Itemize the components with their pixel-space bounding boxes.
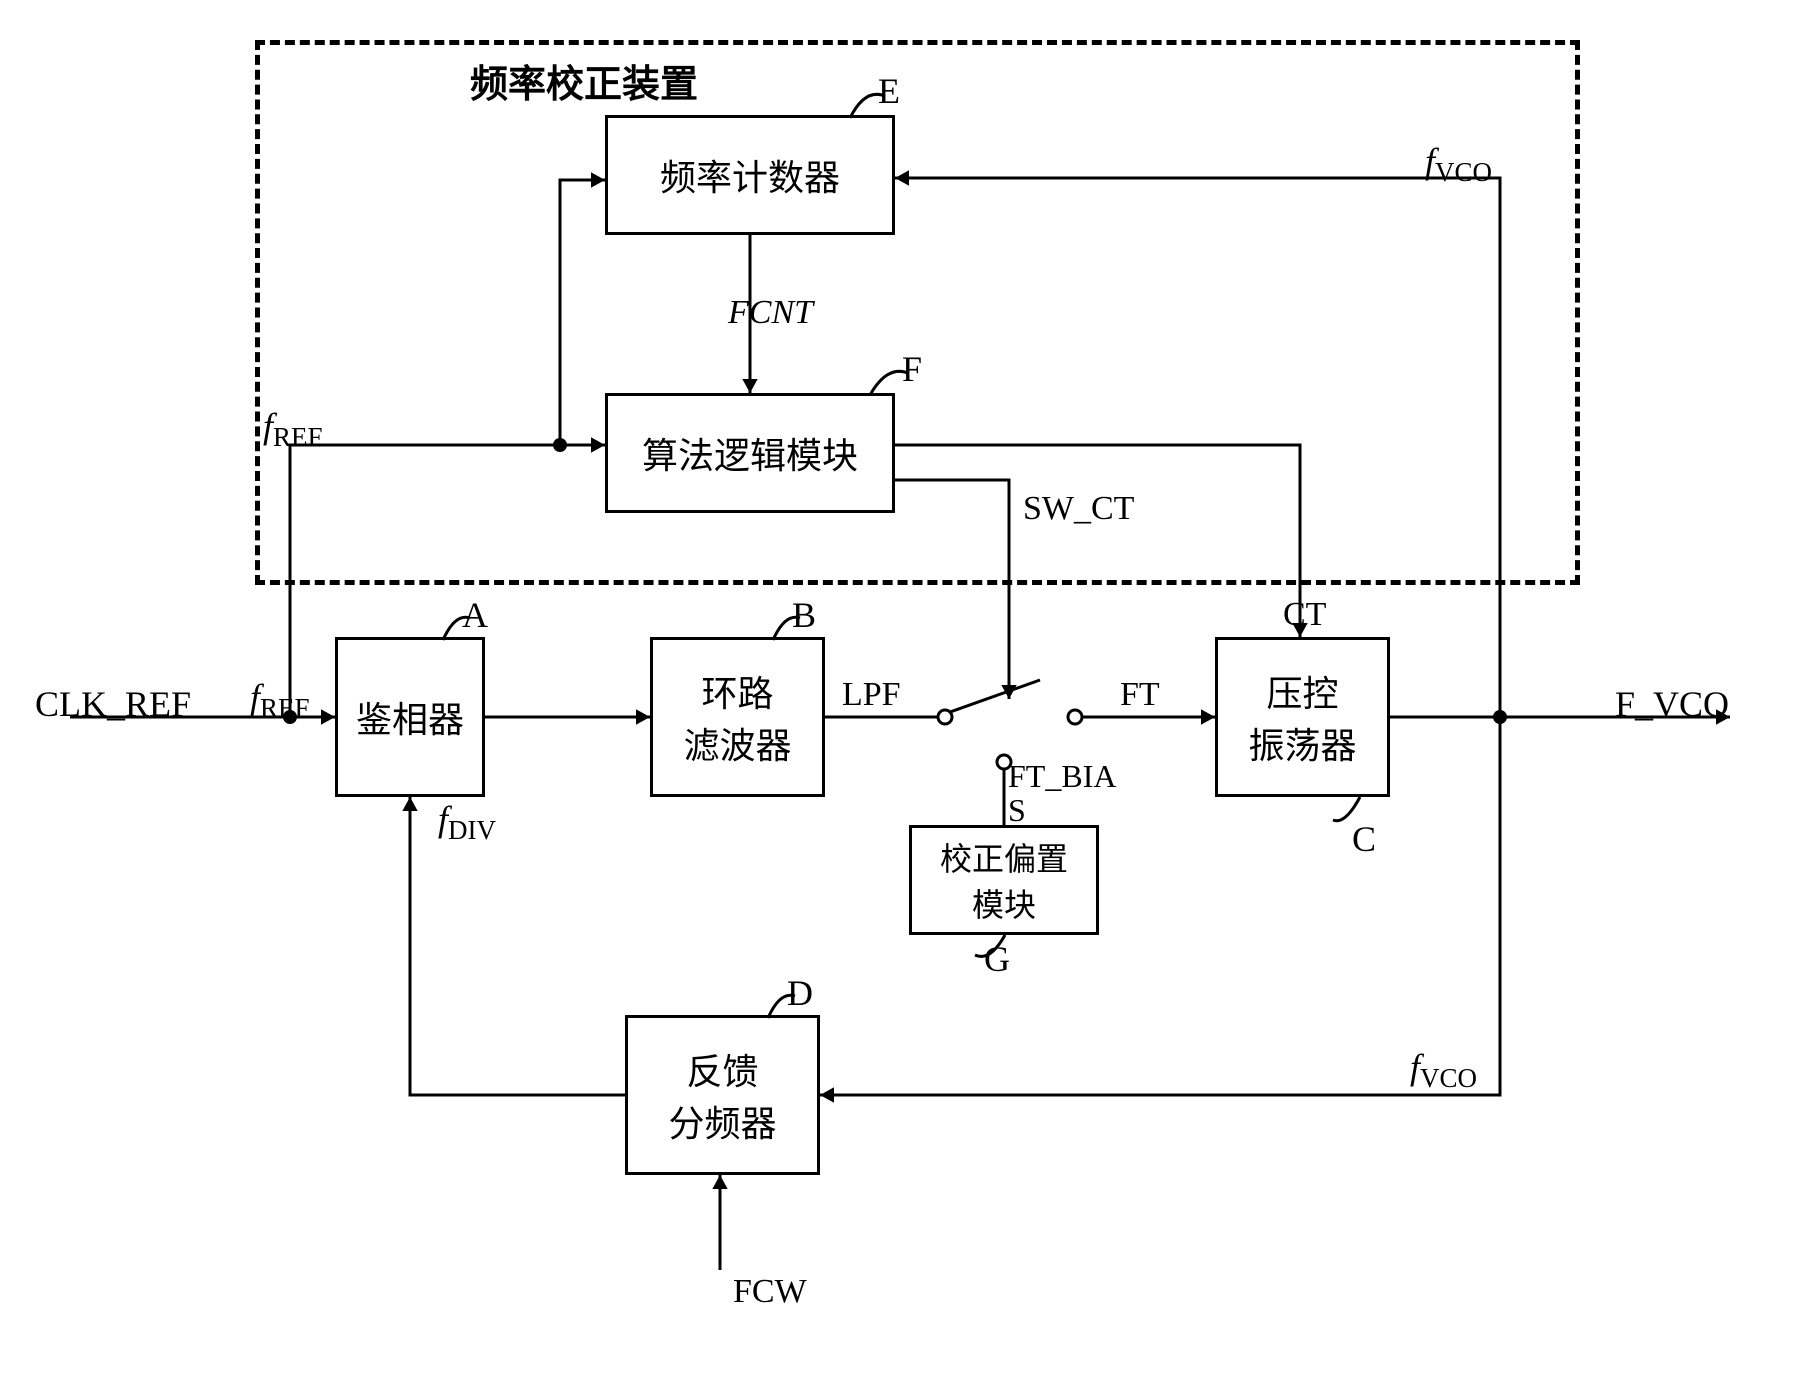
clk-ref-label: CLK_REF bbox=[35, 683, 191, 725]
box-B-line1: 环路 bbox=[701, 665, 773, 717]
ct-text: CT bbox=[1283, 596, 1326, 633]
fvco-top-label: fVCO bbox=[1425, 140, 1492, 188]
letter-E: E bbox=[878, 70, 900, 112]
box-D-line1: 反馈 bbox=[686, 1043, 758, 1095]
fvco-bot-label: fVCO bbox=[1410, 1046, 1477, 1094]
fcw-text: FCW bbox=[733, 1273, 807, 1310]
fref2-sub: REF bbox=[273, 422, 323, 452]
box-loop-filter: 环路 滤波器 bbox=[650, 637, 825, 797]
box-algorithm-logic: 算法逻辑模块 bbox=[605, 393, 895, 513]
ft-label: FT bbox=[1120, 676, 1160, 714]
fref1-sub: REF bbox=[260, 693, 310, 723]
letter-C-text: C bbox=[1352, 819, 1376, 859]
ft-text: FT bbox=[1120, 676, 1160, 713]
box-C-line2: 振荡器 bbox=[1248, 717, 1356, 769]
fcnt-label: FCNT bbox=[728, 294, 813, 332]
box-feedback-divider: 反馈 分频器 bbox=[625, 1015, 820, 1175]
letter-A: A bbox=[462, 594, 488, 636]
fvco-top-sub: VCO bbox=[1435, 157, 1492, 187]
swct-text: SW_CT bbox=[1023, 490, 1134, 527]
box-freq-counter: 频率计数器 bbox=[605, 115, 895, 235]
box-A-label: 鉴相器 bbox=[356, 691, 464, 743]
swct-label: SW_CT bbox=[1023, 490, 1134, 528]
fvco-out-label: F_VCO bbox=[1615, 683, 1729, 725]
freq-correction-container bbox=[255, 40, 1580, 585]
fvco-out-text: F_VCO bbox=[1615, 684, 1729, 724]
letter-B: B bbox=[792, 594, 816, 636]
title-label: 频率校正装置 bbox=[470, 53, 698, 108]
letter-E-text: E bbox=[878, 71, 900, 111]
fdiv-label: fDIV bbox=[438, 798, 496, 846]
ftbias-label: FT_BIAS bbox=[1008, 760, 1116, 827]
letter-D-text: D bbox=[787, 973, 813, 1013]
title-text: 频率校正装置 bbox=[470, 64, 698, 106]
letter-D: D bbox=[787, 972, 813, 1014]
lpf-label: LPF bbox=[842, 676, 901, 714]
diagram-canvas: 鉴相器 环路 滤波器 压控 振荡器 反馈 分频器 频率计数器 算法逻辑模块 校正… bbox=[0, 0, 1801, 1397]
box-B-line2: 滤波器 bbox=[683, 717, 791, 769]
letter-F: F bbox=[902, 348, 922, 390]
fvco-bot-sub: VCO bbox=[1420, 1063, 1477, 1093]
box-correction-bias: 校正偏置 模块 bbox=[909, 825, 1099, 935]
letter-C: C bbox=[1352, 818, 1376, 860]
box-D-line2: 分频器 bbox=[668, 1095, 776, 1147]
box-phase-detector: 鉴相器 bbox=[335, 637, 485, 797]
box-E-label: 频率计数器 bbox=[660, 149, 840, 201]
box-G-line1: 校正偏置 bbox=[940, 834, 1068, 880]
letter-G: G bbox=[984, 938, 1010, 980]
box-vco: 压控 振荡器 bbox=[1215, 637, 1390, 797]
fcw-label: FCW bbox=[733, 1273, 807, 1311]
letter-B-text: B bbox=[792, 595, 816, 635]
ct-label: CT bbox=[1283, 596, 1326, 634]
fcnt-text: FCNT bbox=[728, 294, 813, 331]
fref2-label: fREF bbox=[263, 405, 323, 453]
lpf-text: LPF bbox=[842, 676, 901, 713]
clk-ref-text: CLK_REF bbox=[35, 684, 191, 724]
letter-A-text: A bbox=[462, 595, 488, 635]
fdiv-sub: DIV bbox=[448, 815, 496, 845]
letter-G-text: G bbox=[984, 939, 1010, 979]
box-C-line1: 压控 bbox=[1266, 665, 1338, 717]
box-F-label: 算法逻辑模块 bbox=[642, 427, 858, 479]
box-G-line2: 模块 bbox=[972, 880, 1036, 926]
letter-F-text: F bbox=[902, 349, 922, 389]
fref1-label: fREF bbox=[250, 676, 310, 724]
